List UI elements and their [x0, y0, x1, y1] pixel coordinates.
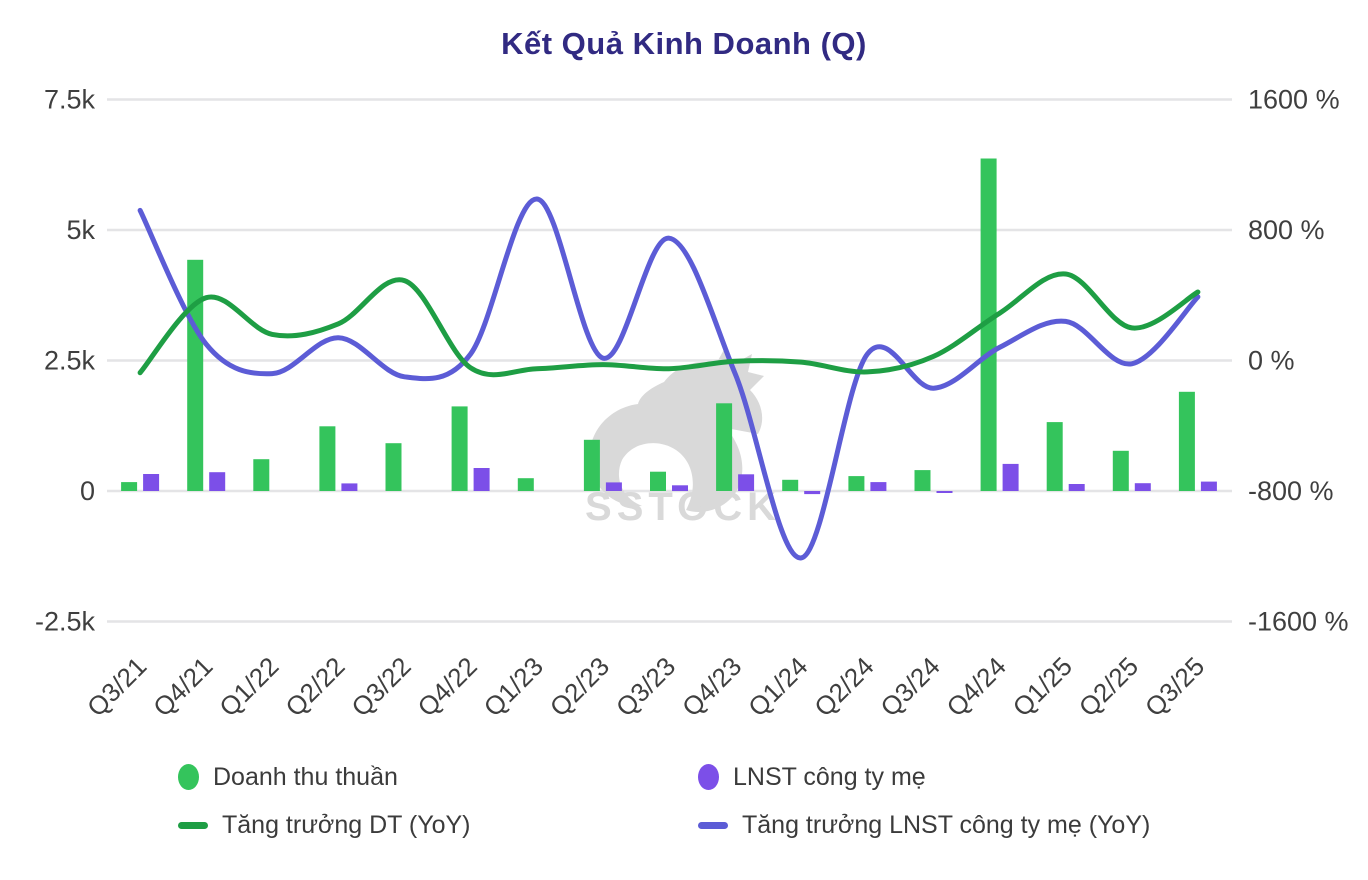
left-axis-tick-label: 7.5k [44, 85, 96, 115]
profit-bar-Q2/22[interactable] [341, 483, 358, 491]
revenue-bar-Q1/22[interactable] [253, 459, 270, 491]
revenue-bar-Q3/25[interactable] [1178, 391, 1195, 491]
x-axis-tick-label-Q3/25: Q3/25 [1139, 651, 1210, 722]
x-axis-tick-label-Q3/22: Q3/22 [345, 651, 416, 722]
x-axis-tick-label-Q4/22: Q4/22 [412, 651, 483, 722]
revenue-bar-Q3/22[interactable] [385, 443, 402, 491]
x-axis-tick-label-Q4/23: Q4/23 [676, 651, 747, 722]
chart-canvas: SSTOCK 7.5k 5k 2.5k 0 -2.5k 1600 % 800 % 0 % -800… [35, 85, 1349, 723]
watermark-text: SSTOCK [585, 485, 781, 529]
profit-bar-Q4/21[interactable] [209, 472, 226, 491]
x-axis-tick-label-Q1/25: Q1/25 [1007, 651, 1078, 722]
x-axis-tick-label-Q4/21: Q4/21 [147, 651, 218, 722]
revenue-bar-Q2/23[interactable] [583, 439, 600, 491]
revenue-bar-marker [178, 764, 199, 790]
revenue-line-marker [178, 821, 208, 829]
revenue-bar-Q2/24[interactable] [848, 476, 865, 491]
profit-bar-Q2/24[interactable] [870, 482, 887, 491]
profit-bar-Q3/23[interactable] [672, 485, 688, 491]
legend-item-profit-bar[interactable]: LNST công ty mẹ [698, 760, 1150, 794]
x-axis-labels: Q3/21Q4/21Q1/22Q2/22Q3/22Q4/22Q1/23Q2/23… [81, 651, 1210, 722]
legend-item-revenue-bar[interactable]: Doanh thu thuần [178, 760, 471, 794]
right-axis-labels: 1600 % 800 % 0 % -800 % -1600 % [1248, 85, 1349, 637]
profit-bar-Q4/22[interactable] [473, 468, 490, 491]
profit-bar-Q3/24[interactable] [936, 491, 953, 493]
legend-label-profit-line: Tăng trưởng LNST công ty mẹ (YoY) [742, 810, 1151, 839]
legend-label-profit-bar: LNST công ty mẹ [733, 762, 926, 791]
left-axis-tick-label: 5k [66, 215, 95, 245]
profit-bar-Q4/24[interactable] [1002, 463, 1019, 491]
revenue-bar-Q2/22[interactable] [319, 426, 336, 491]
x-axis-tick-label-Q2/25: Q2/25 [1073, 651, 1144, 722]
right-axis-tick-label: 800 % [1248, 215, 1325, 245]
left-axis-tick-label: 0 [80, 476, 95, 506]
revenue-bar-Q1/23[interactable] [517, 478, 534, 491]
x-axis-tick-label-Q3/21: Q3/21 [81, 651, 152, 722]
profit-growth-line[interactable] [137, 196, 1201, 561]
revenue-bar-Q3/21[interactable] [121, 482, 138, 491]
profit-bars [143, 463, 1217, 495]
legend-item-revenue-line[interactable]: Tăng trưởng DT (YoY) [178, 808, 471, 842]
x-axis-tick-label-Q3/23: Q3/23 [610, 651, 681, 722]
profit-bar-Q2/23[interactable] [605, 482, 622, 491]
legend-label-revenue-line: Tăng trưởng DT (YoY) [222, 810, 471, 839]
chart-title: Kết Quả Kinh Doanh (Q) [501, 26, 867, 61]
x-axis-tick-label-Q2/22: Q2/22 [279, 651, 350, 722]
profit-bar-Q2/25[interactable] [1134, 483, 1151, 491]
right-axis-tick-label: -800 % [1248, 476, 1334, 506]
gridlines [107, 98, 1232, 623]
left-axis-labels: 7.5k 5k 2.5k 0 -2.5k [35, 85, 96, 637]
revenue-bar-Q4/24[interactable] [980, 158, 997, 492]
left-axis-tick-label: -2.5k [35, 607, 96, 637]
left-axis-tick-label: 2.5k [44, 346, 96, 376]
right-axis-tick-label: -1600 % [1248, 607, 1349, 637]
profit-bar-Q1/24[interactable] [804, 491, 821, 495]
profit-bar-Q4/23[interactable] [738, 474, 755, 491]
x-axis-tick-label-Q2/23: Q2/23 [544, 651, 615, 722]
legend-label-revenue-bar: Doanh thu thuần [213, 762, 398, 791]
legend-item-profit-line[interactable]: Tăng trưởng LNST công ty mẹ (YoY) [698, 808, 1150, 842]
profit-bar-Q3/21[interactable] [143, 474, 160, 491]
profit-bar-Q1/25[interactable] [1068, 484, 1085, 491]
revenue-bar-Q3/24[interactable] [914, 470, 931, 491]
revenue-bars [121, 158, 1195, 492]
x-axis-tick-label-Q1/22: Q1/22 [213, 651, 284, 722]
revenue-bar-Q4/21[interactable] [187, 259, 204, 491]
revenue-bar-Q1/25[interactable] [1046, 422, 1063, 491]
revenue-bar-Q4/23[interactable] [716, 403, 733, 491]
revenue-bar-Q1/24[interactable] [782, 479, 799, 491]
x-axis-tick-label-Q3/24: Q3/24 [874, 651, 945, 722]
revenue-bar-Q4/22[interactable] [451, 406, 468, 491]
x-axis-tick-label-Q1/24: Q1/24 [742, 651, 813, 722]
revenue-growth-line[interactable] [137, 271, 1201, 378]
profit-bar-Q3/25[interactable] [1200, 481, 1217, 491]
right-axis-tick-label: 1600 % [1248, 85, 1340, 115]
revenue-bar-Q3/23[interactable] [650, 471, 666, 491]
right-axis-tick-label: 0 % [1248, 346, 1295, 376]
x-axis-tick-label-Q2/24: Q2/24 [808, 651, 879, 722]
watermark: SSTOCK [585, 346, 781, 529]
x-axis-tick-label-Q1/23: Q1/23 [478, 651, 549, 722]
revenue-bar-Q2/25[interactable] [1112, 450, 1129, 491]
x-axis-tick-label-Q4/24: Q4/24 [941, 651, 1012, 722]
profit-bar-marker [698, 764, 719, 790]
profit-line-marker [698, 821, 728, 829]
